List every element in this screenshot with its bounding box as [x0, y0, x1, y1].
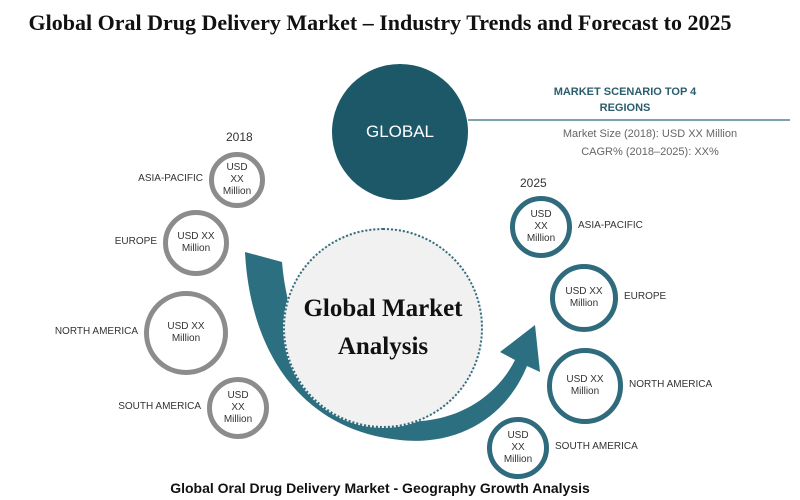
year-label: 2025 [520, 176, 547, 190]
region-circle: USD XX Million [547, 348, 623, 424]
region-circle: USD XX Million [487, 417, 549, 479]
region-label: ASIA-PACIFIC [578, 220, 643, 231]
scenario-heading: MARKET SCENARIO TOP 4 REGIONS [553, 86, 697, 114]
region-circle: USD XX Million [209, 152, 265, 208]
region-circle: USD XX Million [207, 377, 269, 439]
region-label: SOUTH AMERICA [555, 441, 638, 452]
region-label: EUROPE [624, 291, 667, 302]
region-label: SOUTH AMERICA [118, 401, 201, 412]
title: Global Oral Drug Delivery Market – Indus… [28, 10, 732, 35]
region-label: NORTH AMERICA [54, 326, 138, 337]
scenario-line: Market Size (2018): USD XX Million [562, 128, 738, 140]
region-circle: USD XX Million [144, 291, 228, 375]
region-label: ASIA-PACIFIC [138, 173, 203, 184]
region-label: NORTH AMERICA [629, 379, 713, 390]
caption: Global Oral Drug Delivery Market - Geogr… [170, 480, 590, 496]
region-label: EUROPE [114, 236, 157, 247]
region-circle: USD XX Million [163, 210, 229, 276]
global-circle: GLOBAL [332, 64, 468, 200]
year-label: 2018 [226, 130, 253, 144]
scenario-line: CAGR% (2018–2025): XX% [581, 146, 719, 158]
region-circle: USD XX Million [510, 196, 572, 258]
hub-circle: Global Market Analysis [283, 228, 483, 428]
region-circle: USD XX Million [550, 264, 618, 332]
